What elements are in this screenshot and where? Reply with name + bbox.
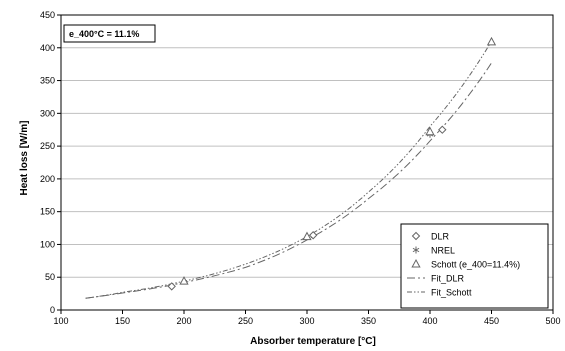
legend: DLR NREL Schott (e_400=11.4%) Fit_DLR Fit_Sc… xyxy=(400,223,549,309)
data-point-triangle xyxy=(425,126,435,136)
x-tick-label: 100 xyxy=(53,316,68,326)
legend-label: DLR xyxy=(431,232,450,242)
fit-line-layer xyxy=(85,40,492,299)
y-tick-label: 300 xyxy=(40,108,55,118)
x-axis-label: Absorber temperature [°C] xyxy=(250,336,376,346)
y-tick-label: 350 xyxy=(40,76,55,86)
legend-label: NREL xyxy=(431,246,455,256)
legend-marker-diamond xyxy=(411,231,421,241)
annotation-text: e_400°C = 11.1% xyxy=(69,29,139,39)
y-tick-label: 450 xyxy=(40,10,55,20)
fit-line-fit-schott xyxy=(85,40,492,299)
legend-label: Schott (e_400=11.4%) xyxy=(431,260,520,270)
legend-label: Fit_DLR xyxy=(431,274,465,284)
legend-label: Fit_Schott xyxy=(431,288,472,298)
x-tick-label: 450 xyxy=(484,316,499,326)
legend-entries: DLR NREL Schott (e_400=11.4%) Fit_DLR Fit_Sc… xyxy=(407,232,520,298)
data-point-triangle xyxy=(179,276,189,285)
y-tick-label: 0 xyxy=(50,305,55,315)
x-tick-label: 400 xyxy=(422,316,437,326)
y-tick-label: 200 xyxy=(40,174,55,184)
y-tick-label: 250 xyxy=(40,141,55,151)
plot-area-frame xyxy=(60,14,554,311)
y-axis-label: Heat loss [W/m] xyxy=(19,120,30,195)
label-layer: Absorber temperature [°C] Heat loss [W/m… xyxy=(19,120,376,347)
x-tick-label: 250 xyxy=(238,316,253,326)
axis-layer: 0 50 100 150 200 250 300 350 400 450 100 150 200 250 3… xyxy=(40,10,561,326)
annotation-box-frame xyxy=(63,24,156,43)
legend-marker-asterisk xyxy=(412,246,420,254)
y-tick-label: 150 xyxy=(40,207,55,217)
fit-line-fit-dlr xyxy=(85,62,492,299)
y-tick-label: 100 xyxy=(40,239,55,249)
data-point-triangle xyxy=(486,36,497,46)
legend-frame xyxy=(400,223,549,309)
legend-marker-triangle xyxy=(411,258,421,268)
x-tick-label: 350 xyxy=(361,316,376,326)
data-point-diamond xyxy=(308,231,318,240)
data-point-diamond xyxy=(438,125,447,134)
x-tick-label: 300 xyxy=(299,316,314,326)
y-tick-label: 400 xyxy=(40,43,55,53)
annotation-box: e_400°C = 11.1% xyxy=(63,24,156,43)
x-tick-label: 200 xyxy=(176,316,191,326)
data-point-triangle xyxy=(302,231,312,241)
y-tick-label: 50 xyxy=(45,272,55,282)
x-tick-label: 150 xyxy=(115,316,130,326)
marker-layer xyxy=(167,36,497,291)
x-tick-label: 500 xyxy=(545,316,560,326)
data-point-diamond xyxy=(167,282,176,291)
